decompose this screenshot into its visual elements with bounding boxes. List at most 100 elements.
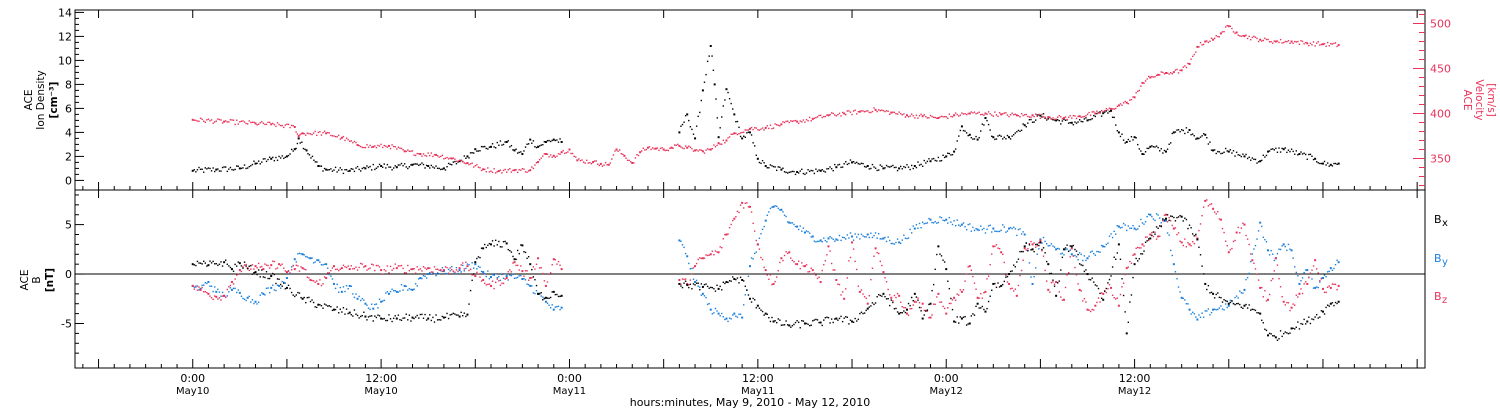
by-sample [444,272,447,275]
bz-sample [1190,244,1192,247]
ion-density-point [1259,160,1262,163]
bz-sample [1315,268,1318,270]
bx-sample [462,315,464,317]
ion-density-sample [342,172,345,175]
bx-sample [1276,339,1279,342]
velocity-sample [543,153,546,155]
ion-density-sample [994,138,996,141]
x-tick-date-label: May11 [553,386,586,397]
by-sample [724,318,726,321]
by-sample [554,306,557,308]
by-sample [1198,314,1200,316]
velocity-sample [892,111,894,113]
by-sample [516,276,519,279]
bz-point [929,316,932,319]
bz-point [1086,308,1089,311]
x-tick-time-label: 0:00 [557,372,582,385]
bx-sample [339,308,341,310]
by-sample [1303,271,1305,274]
by-sample [834,240,836,242]
velocity-sample [462,161,464,163]
legend-bx: B x [1434,213,1448,229]
ion-density-sample [1278,147,1280,149]
by-sample [367,307,370,309]
velocity-point [953,114,956,117]
bx-sample [1256,312,1258,314]
bx-point [1164,217,1167,220]
velocity-sample [1056,116,1059,118]
bx-sample [1210,291,1213,294]
bz-sample [1209,203,1211,206]
velocity-sample [1140,85,1142,87]
velocity-sample [1239,35,1241,37]
by-sample [512,273,514,276]
velocity-sample [887,110,889,113]
by-sample [1116,224,1119,227]
bz-sample [958,294,960,296]
by-sample [214,286,216,288]
bx-sample [1231,300,1233,302]
bz-sample [1284,304,1286,306]
by-sample [484,272,486,275]
velocity-point [968,112,971,115]
by-sample [991,231,993,233]
by-sample [245,299,247,302]
bx-sample [1326,304,1329,306]
ion-density-sample [1257,161,1260,163]
velocity-sample [267,121,269,124]
bx-sample [1224,300,1227,302]
by-sample [1215,309,1217,311]
by-sample [275,289,277,292]
ion-density-sample [1331,165,1334,167]
ion-density-sample [1124,142,1126,144]
by-sample [997,230,999,233]
ion-density-sample [1091,117,1093,120]
ion-density-sample [1072,124,1075,126]
bx-sample [1190,227,1192,229]
by-point [1314,286,1317,289]
velocity-sample [899,112,902,115]
ion-density-sample [830,168,833,170]
velocity-sample [868,111,871,114]
bx-sample [1163,219,1166,221]
ion-density-series [191,45,1340,176]
bx-sample [432,316,434,319]
bz-sample [791,259,794,262]
by-sample [799,225,801,227]
ion-density-sample [816,170,819,173]
bz-sample [556,263,558,265]
velocity-sample [669,147,671,149]
by-sample [1220,305,1222,307]
ion-density-sample [829,166,831,168]
bx-sample [802,320,805,322]
by-sample [493,274,495,277]
bz-sample [366,269,368,271]
by-sample [479,266,481,269]
ion-density-sample [1239,154,1241,157]
bz-sample [290,269,293,271]
bx-sample [758,307,761,309]
bx-sample [1124,311,1126,313]
ion-density-sample [436,167,439,170]
by-sample [1036,253,1038,255]
ion-density-sample [699,111,701,114]
bx-sample [769,320,772,323]
velocity-sample [1127,102,1130,105]
bx-sample [235,265,238,267]
velocity-sample [465,162,467,165]
ion-density-sample [359,170,362,172]
velocity-sample [527,170,530,172]
bx-sample [978,307,980,309]
bx-sample [744,285,746,288]
bx-point [1196,238,1199,241]
bz-sample [250,268,252,270]
bz-sample [1038,242,1040,244]
velocity-point [1259,38,1262,41]
by-sample [1273,259,1276,262]
ion-density-sample [1334,162,1337,165]
bx-sample [680,285,682,287]
ion-density-sample [554,139,557,142]
bx-sample [1083,270,1086,273]
velocity-point [796,120,799,123]
by-sample [754,252,756,255]
